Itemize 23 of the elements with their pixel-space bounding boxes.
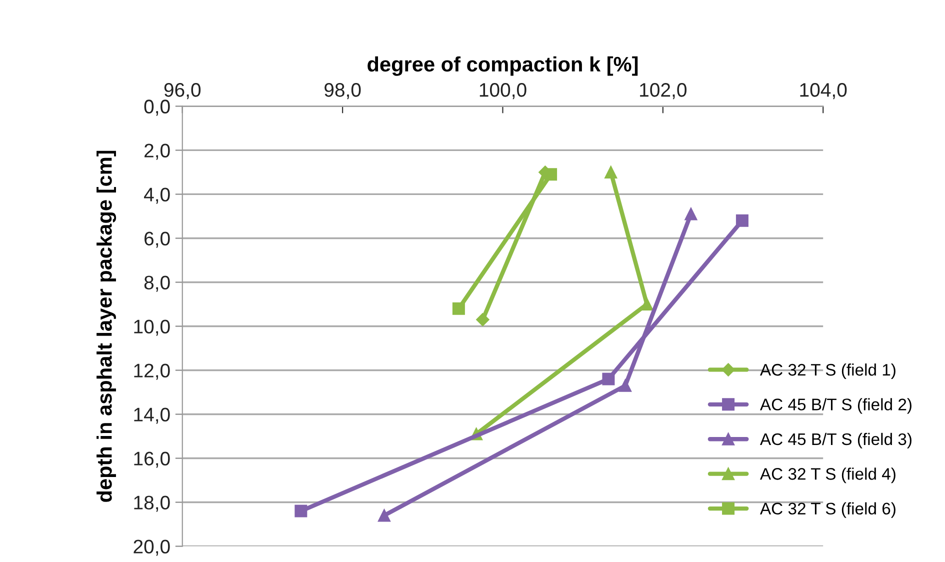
y-tick-label: 6,0 bbox=[144, 232, 170, 248]
legend-label: AC 32 T S (field 6) bbox=[760, 502, 896, 518]
x-axis-title: degree of compaction k [%] bbox=[368, 56, 638, 76]
legend-label: AC 45 B/T S (field 3) bbox=[760, 432, 912, 448]
y-tick-label: 16,0 bbox=[134, 452, 170, 468]
y-tick-label: 4,0 bbox=[144, 188, 170, 204]
legend-label: AC 32 T S (field 1) bbox=[760, 363, 896, 380]
y-tick-label: 0,0 bbox=[144, 100, 170, 116]
y-tick-label: 18,0 bbox=[134, 496, 170, 512]
y-axis-title: depth in asphalt layer package [cm] bbox=[96, 150, 116, 502]
legend-label: AC 32 T S (field 4) bbox=[760, 468, 896, 484]
y-tick-label: 14,0 bbox=[134, 408, 170, 424]
y-tick-label: 8,0 bbox=[144, 276, 170, 292]
y-tick-label: 12,0 bbox=[134, 364, 170, 380]
y-tick-label: 10,0 bbox=[134, 320, 170, 336]
x-tick-label: 100,0 bbox=[480, 83, 526, 100]
x-tick-label: 98,0 bbox=[324, 83, 361, 100]
x-tick-label: 102,0 bbox=[640, 83, 686, 100]
y-tick-label: 20,0 bbox=[134, 540, 170, 556]
x-tick-label: 96,0 bbox=[164, 83, 201, 100]
y-tick-label: 2,0 bbox=[144, 144, 170, 160]
legend-label: AC 45 B/T S (field 2) bbox=[760, 398, 912, 414]
x-tick-label: 104,0 bbox=[800, 83, 847, 100]
